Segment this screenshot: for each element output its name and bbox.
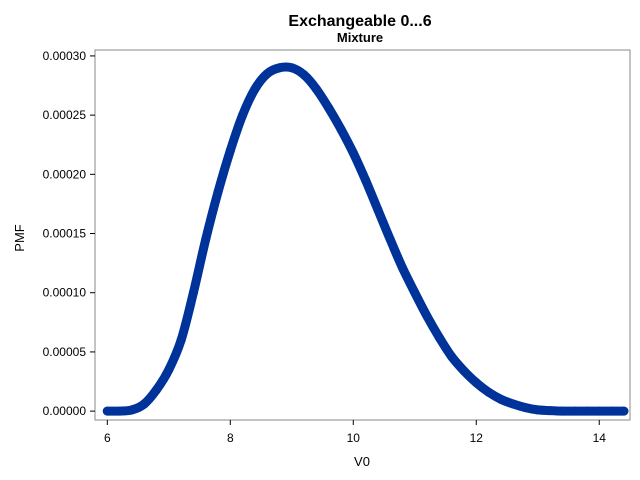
data-point — [164, 365, 174, 375]
data-point — [582, 406, 592, 416]
data-point — [484, 387, 494, 397]
data-point — [152, 385, 161, 395]
data-point — [508, 399, 518, 409]
data-point — [545, 406, 555, 416]
data-point — [275, 63, 284, 73]
data-point — [299, 70, 309, 80]
data-point — [385, 234, 395, 244]
data-point — [434, 333, 444, 343]
x-tick-label: 8 — [227, 431, 234, 445]
x-axis: 6 8 10 12 14 — [104, 420, 606, 445]
data-point — [361, 175, 371, 185]
y-axis-label: PMF — [12, 224, 27, 252]
x-axis-label: V0 — [354, 454, 370, 469]
data-point — [459, 366, 469, 376]
data-point — [570, 406, 580, 416]
y-tick-label: 0.00030 — [43, 49, 87, 63]
x-tick-label: 14 — [593, 431, 607, 445]
chart-title: Exchangeable 0...6 — [288, 13, 431, 30]
data-point — [521, 403, 530, 413]
data-point — [139, 399, 149, 409]
y-tick-label: 0.00025 — [43, 108, 87, 122]
data-point — [287, 63, 297, 73]
series-curve — [102, 62, 629, 416]
data-point — [225, 146, 235, 156]
data-point — [176, 335, 186, 345]
data-point — [348, 148, 358, 158]
series-layer — [102, 62, 629, 416]
data-point — [607, 406, 617, 416]
data-point — [115, 406, 125, 416]
plot-frame — [94, 49, 631, 421]
data-point — [250, 84, 260, 94]
data-point — [102, 406, 112, 416]
data-point — [213, 187, 223, 197]
chart-subtitle: Mixture — [337, 30, 383, 45]
data-point — [619, 406, 629, 416]
data-point — [188, 288, 198, 298]
data-point — [471, 378, 481, 388]
data-point — [127, 405, 137, 415]
data-point — [373, 205, 383, 215]
y-tick-label: 0.00005 — [43, 345, 87, 359]
data-point — [324, 103, 334, 113]
data-point — [594, 406, 604, 416]
data-point — [447, 352, 457, 362]
data-point — [311, 84, 321, 94]
data-point — [533, 405, 543, 415]
y-tick-label: 0.00000 — [43, 404, 87, 418]
x-tick-label: 6 — [104, 431, 111, 445]
data-point — [398, 263, 407, 273]
data-point — [238, 110, 248, 120]
y-tick-label: 0.00020 — [43, 167, 87, 181]
y-axis: 0.00000 0.00005 0.00010 0.00015 0.00020 0.000… — [43, 49, 95, 418]
data-point — [336, 124, 346, 134]
data-point — [262, 69, 272, 79]
data-point — [557, 406, 567, 416]
y-tick-label: 0.00010 — [43, 286, 87, 300]
x-tick-label: 10 — [347, 431, 361, 445]
x-tick-label: 12 — [470, 431, 484, 445]
y-tick-label: 0.00015 — [43, 227, 87, 241]
data-point — [422, 311, 432, 321]
data-point — [410, 288, 420, 298]
data-point — [201, 234, 211, 244]
data-point — [496, 394, 506, 404]
